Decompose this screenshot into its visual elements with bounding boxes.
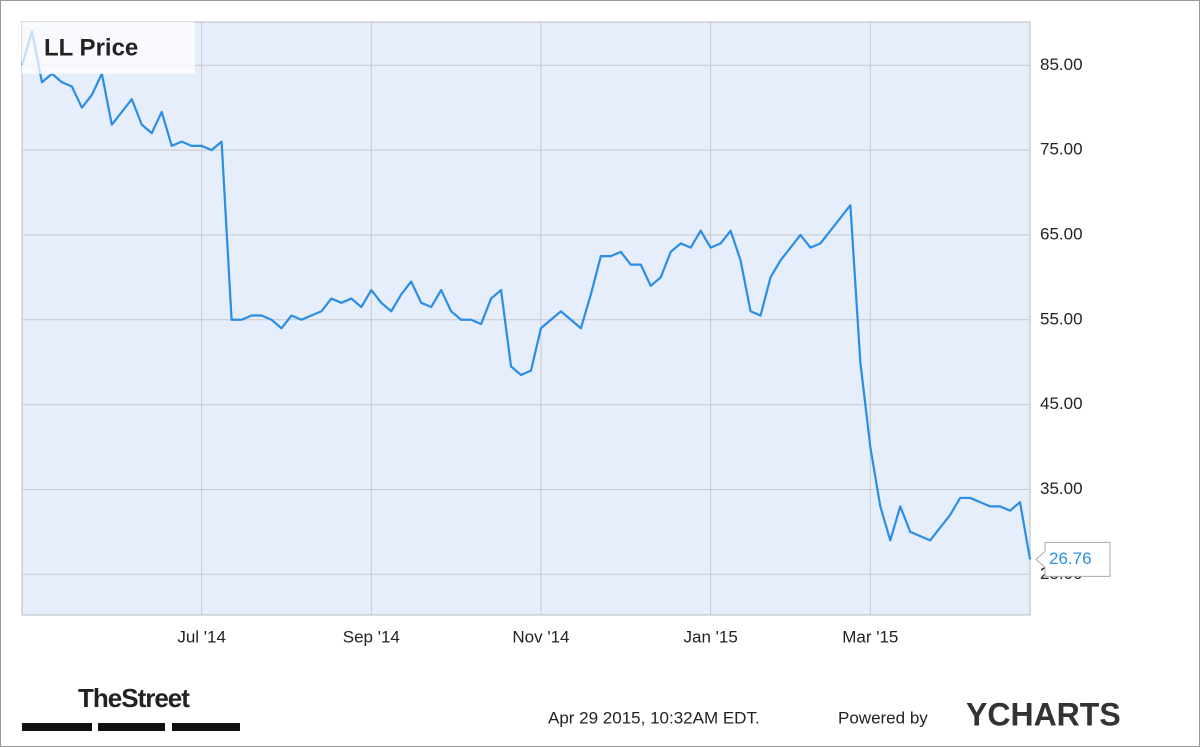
brand-logo: YCHARTS	[966, 696, 1121, 732]
legend-label: LL Price	[44, 34, 138, 61]
timestamp: Apr 29 2015, 10:32AM EDT.	[548, 708, 760, 727]
logo-bar	[172, 723, 240, 731]
plot-area	[21, 21, 1031, 616]
x-tick-label: Nov '14	[512, 627, 569, 646]
y-tick-label: 85.00	[1040, 55, 1083, 74]
y-tick-label: 55.00	[1040, 309, 1083, 328]
y-tick-label: 75.00	[1040, 140, 1083, 159]
last-value-box	[1035, 541, 1111, 577]
source-logo: TheStreet	[78, 683, 190, 713]
y-tick-label: 45.00	[1040, 394, 1083, 413]
x-tick-label: Jan '15	[683, 627, 737, 646]
powered-by: Powered by	[838, 708, 928, 727]
x-tick-label: Mar '15	[842, 627, 898, 646]
price-line	[20, 30, 1032, 560]
last-value-label: 26.76	[1049, 549, 1092, 568]
logo-bar	[22, 723, 92, 731]
legend-box	[22, 22, 195, 74]
logo-bar	[98, 723, 165, 731]
y-tick-label: 35.00	[1040, 479, 1083, 498]
grid	[22, 22, 1030, 615]
series-layer	[20, 30, 1032, 560]
y-tick-label: 65.00	[1040, 224, 1083, 243]
x-tick-label: Sep '14	[343, 627, 400, 646]
x-tick-label: Jul '14	[177, 627, 226, 646]
